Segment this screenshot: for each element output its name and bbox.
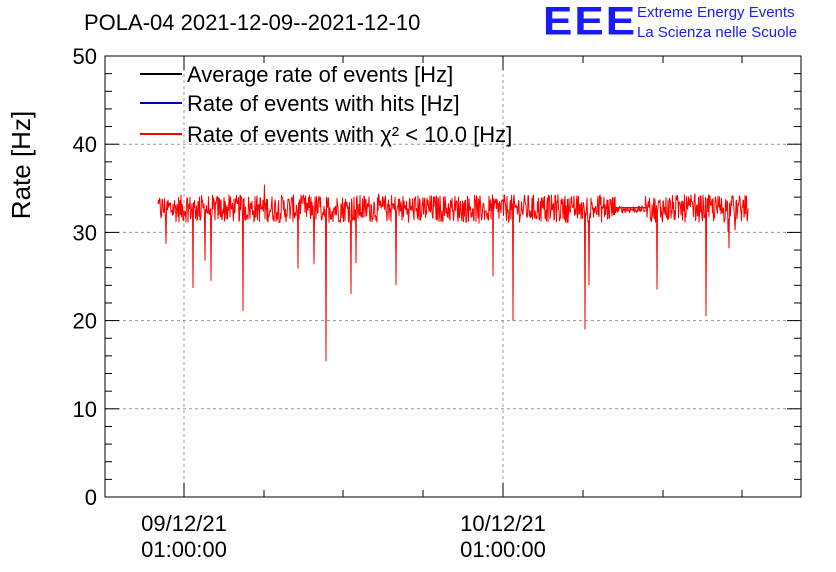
series-lines [157, 184, 749, 362]
eee-logo: EEE [543, 0, 638, 44]
legend-label: Rate of events with hits [Hz] [187, 91, 460, 116]
y-tick-label: 0 [85, 485, 97, 510]
y-axis-label: Rate [Hz] [6, 111, 36, 219]
logo-text-line2: La Scienza nelle Scuole [637, 24, 798, 41]
grid-lines [105, 56, 801, 497]
legend-label: Average rate of events [Hz] [187, 62, 453, 87]
series-line-chi2 [157, 184, 749, 362]
x-tick-date: 09/12/21 [141, 511, 227, 536]
chart-title: POLA-04 2021-12-09--2021-12-10 [84, 10, 421, 35]
y-tick-label: 40 [73, 132, 97, 157]
y-tick-label: 20 [73, 309, 97, 334]
x-tick-time: 01:00:00 [141, 537, 227, 562]
y-tick-label: 30 [73, 220, 97, 245]
legend: Average rate of events [Hz] Rate of event… [140, 62, 512, 147]
plot-frame [104, 55, 802, 498]
legend-label: Rate of events with χ² < 10.0 [Hz] [187, 122, 512, 147]
y-tick-label: 50 [73, 44, 97, 69]
y-tick-label: 10 [73, 397, 97, 422]
axes: 0102030405009/12/2101:00:0010/12/2101:00… [73, 44, 801, 562]
x-tick-date: 10/12/21 [460, 511, 546, 536]
x-tick-time: 01:00:00 [460, 537, 546, 562]
logo-text-line1: Extreme Energy Events [637, 4, 795, 21]
